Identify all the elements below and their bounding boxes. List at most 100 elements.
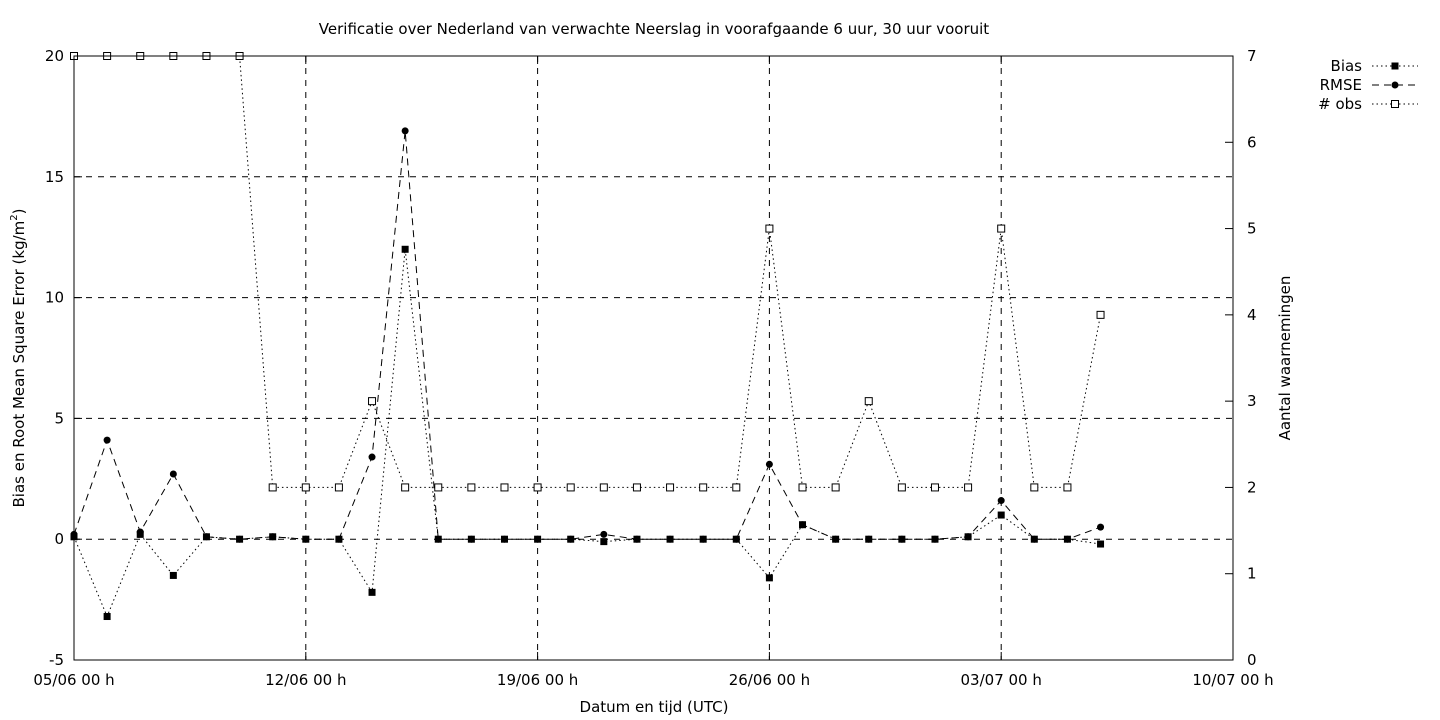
data-point-bias	[765, 574, 773, 582]
data-point-rmse	[997, 497, 1005, 505]
data-point-rmse	[1097, 523, 1105, 531]
data-point-rmse	[1063, 535, 1071, 543]
data-point-obs	[334, 483, 343, 492]
series-line-bias	[73, 249, 1101, 618]
y2-tick-label: 6	[1247, 133, 1257, 151]
chart-title: Verificatie over Nederland van verwachte…	[319, 20, 989, 38]
y-tick-label: 20	[45, 47, 64, 65]
x-tick-label: 26/06 00 h	[729, 671, 810, 689]
data-point-obs	[599, 483, 608, 492]
data-point-rmse	[765, 460, 773, 468]
data-point-obs	[831, 483, 840, 492]
data-point-obs	[401, 483, 410, 492]
series-bias	[70, 245, 1105, 621]
y2-tick-label: 5	[1247, 220, 1257, 238]
y-axis-label-superscript: 2	[9, 214, 20, 220]
legend-label: Bias	[1331, 57, 1363, 75]
data-point-rmse	[832, 535, 840, 543]
data-point-bias	[169, 571, 177, 579]
data-point-bias	[401, 245, 409, 253]
y-axis-label-end: )	[10, 209, 28, 215]
data-point-obs	[467, 483, 476, 492]
data-point-rmse	[103, 436, 111, 444]
y2-tick-label: 4	[1247, 306, 1257, 324]
data-point-rmse	[467, 535, 475, 543]
legend-label: RMSE	[1320, 76, 1362, 94]
data-point-rmse	[799, 521, 807, 529]
y2-tick-label: 3	[1247, 392, 1257, 410]
data-point-bias	[103, 613, 111, 621]
y-tick-label: 0	[54, 530, 64, 548]
data-point-rmse	[898, 535, 906, 543]
series-layer	[70, 52, 1105, 621]
data-point-rmse	[1030, 535, 1038, 543]
data-point-rmse	[534, 535, 542, 543]
y2-axis-label: Aantal waarnemingen	[1276, 276, 1294, 441]
data-point-rmse	[269, 533, 277, 541]
data-point-obs	[268, 483, 277, 492]
data-point-rmse	[434, 535, 442, 543]
data-point-rmse	[169, 470, 177, 478]
data-point-obs	[798, 483, 807, 492]
data-point-obs	[368, 397, 377, 406]
legend-item-bias: Bias	[1331, 57, 1418, 75]
data-point-rmse	[236, 535, 244, 543]
series-obs	[70, 52, 1105, 492]
plot-frame	[73, 55, 1234, 661]
legend-label: # obs	[1318, 95, 1362, 113]
data-point-rmse	[699, 535, 707, 543]
data-point-obs	[897, 483, 906, 492]
data-point-obs	[1063, 483, 1072, 492]
axes: 05/06 00 h 12/06 00 h 19/06 00 h 26/06 00 h…	[33, 47, 1273, 689]
data-point-obs	[301, 483, 310, 492]
data-point-rmse	[600, 530, 608, 538]
data-point-rmse	[931, 535, 939, 543]
data-point-rmse	[500, 535, 508, 543]
x-tick-label: 05/06 00 h	[33, 671, 114, 689]
y2-tick-label: 0	[1247, 651, 1257, 669]
x-axis-label: Datum en tijd (UTC)	[580, 698, 729, 716]
x-tick-label: 03/07 00 h	[961, 671, 1042, 689]
data-point-obs	[930, 483, 939, 492]
data-point-obs	[500, 483, 509, 492]
data-point-rmse	[633, 535, 641, 543]
y2-tick-label: 2	[1247, 478, 1257, 496]
data-point-obs	[964, 483, 973, 492]
legend-marker	[1391, 81, 1399, 89]
data-point-obs	[765, 224, 774, 233]
data-point-obs	[1030, 483, 1039, 492]
data-point-obs	[732, 483, 741, 492]
series-line-obs	[74, 55, 1102, 488]
grid-lines	[74, 56, 1233, 660]
data-point-rmse	[368, 453, 376, 461]
x-tick-label: 12/06 00 h	[265, 671, 346, 689]
data-point-bias	[368, 588, 376, 596]
data-point-obs	[1096, 310, 1105, 319]
data-point-rmse	[567, 535, 575, 543]
y-tick-label: -5	[49, 651, 64, 669]
data-point-rmse	[401, 127, 409, 135]
data-point-obs	[566, 483, 575, 492]
legend-item-obs: # obs	[1318, 95, 1418, 113]
y-tick-label: 10	[45, 289, 64, 307]
y2-tick-label: 1	[1247, 565, 1257, 583]
data-point-rmse	[302, 535, 310, 543]
x-tick-label: 19/06 00 h	[497, 671, 578, 689]
data-point-obs	[434, 483, 443, 492]
data-point-obs	[864, 397, 873, 406]
y-tick-label: 5	[54, 409, 64, 427]
data-point-rmse	[732, 535, 740, 543]
y2-tick-label: 7	[1247, 47, 1257, 65]
data-point-rmse	[335, 535, 343, 543]
data-point-obs	[533, 483, 542, 492]
data-point-obs	[699, 483, 708, 492]
x-tick-label: 10/07 00 h	[1192, 671, 1273, 689]
data-point-obs	[666, 483, 675, 492]
y-axis-label: Bias en Root Mean Square Error (kg/m2)	[9, 209, 28, 508]
data-point-bias	[600, 538, 608, 546]
data-point-rmse	[202, 533, 210, 541]
legend-item-rmse: RMSE	[1320, 76, 1418, 94]
data-point-obs	[997, 224, 1006, 233]
